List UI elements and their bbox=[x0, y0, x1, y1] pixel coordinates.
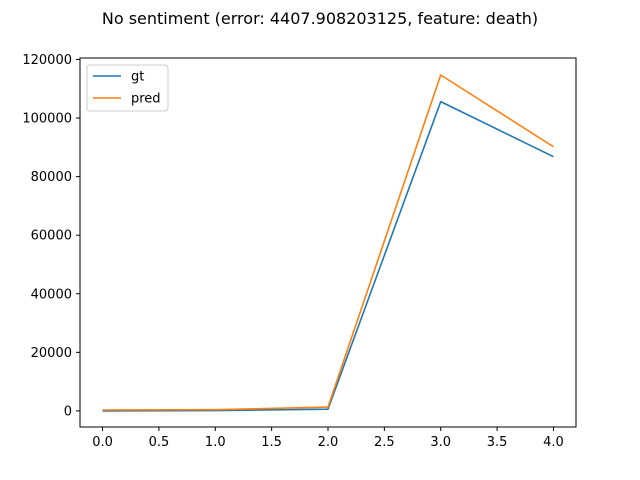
x-axis: 0.0 0.5 1.0 1.5 2.0 2.5 3.0 3.5 4.0 bbox=[92, 427, 564, 450]
x-tick-label: 0.0 bbox=[92, 435, 113, 450]
chart-title: No sentiment (error: 4407.908203125, fea… bbox=[102, 9, 538, 28]
x-tick-label: 3.5 bbox=[487, 435, 508, 450]
series-layer bbox=[102, 74, 554, 412]
y-tick-label: 0 bbox=[64, 404, 72, 419]
series-line-gt bbox=[102, 100, 554, 412]
x-tick-label: 2.0 bbox=[318, 435, 339, 450]
x-tick-label: 1.0 bbox=[205, 435, 226, 450]
y-tick-label: 60000 bbox=[31, 229, 72, 244]
legend-label-pred: pred bbox=[131, 92, 161, 107]
series-line-pred bbox=[102, 74, 554, 411]
y-tick-label: 120000 bbox=[22, 53, 72, 68]
y-tick-label: 100000 bbox=[22, 112, 72, 127]
x-tick-label: 3.0 bbox=[430, 435, 451, 450]
legend-label-gt: gt bbox=[131, 70, 144, 85]
y-axis: 0 20000 40000 60000 80000 100000 120000 bbox=[22, 53, 80, 419]
y-tick-label: 20000 bbox=[31, 346, 72, 361]
x-tick-label: 4.0 bbox=[543, 435, 564, 450]
x-tick-label: 1.5 bbox=[261, 435, 282, 450]
x-tick-label: 2.5 bbox=[374, 435, 395, 450]
legend: gt pred bbox=[86, 64, 169, 112]
y-tick-label: 80000 bbox=[31, 170, 72, 185]
y-tick-label: 40000 bbox=[31, 287, 72, 302]
x-tick-label: 0.5 bbox=[149, 435, 170, 450]
